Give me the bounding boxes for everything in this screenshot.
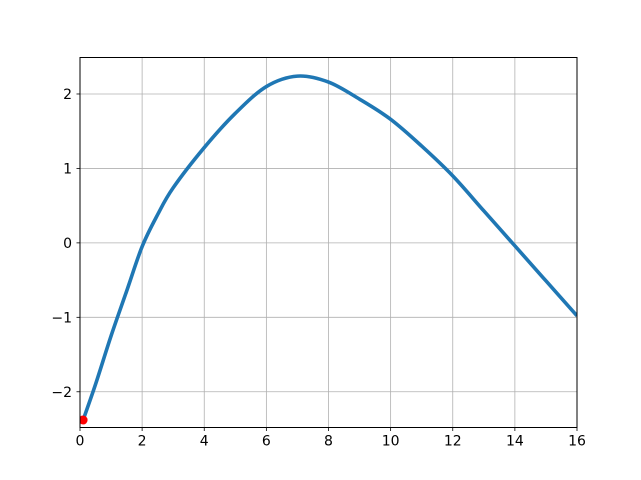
x-tick-label: 16 [568,434,586,450]
start-point-marker [80,415,88,425]
x-tick-label: 0 [76,434,85,450]
x-tick-label: 10 [382,434,400,450]
data-group [80,74,577,425]
x-tick-label: 12 [444,434,462,450]
y-tick-label: 0 [63,236,72,252]
x-tick-label: 2 [138,434,147,450]
y-tick-label: 1 [63,161,72,177]
y-tick-label: −2 [51,385,72,401]
x-tick-label: 6 [262,434,271,450]
y-tick-label: −1 [51,310,72,326]
x-tick-label: 14 [506,434,524,450]
x-tick-label: 4 [200,434,209,450]
grid-group [79,57,578,428]
x-tick-label: 8 [324,434,333,450]
trajectory-curve [81,74,577,421]
y-tick-label: 2 [63,87,72,103]
